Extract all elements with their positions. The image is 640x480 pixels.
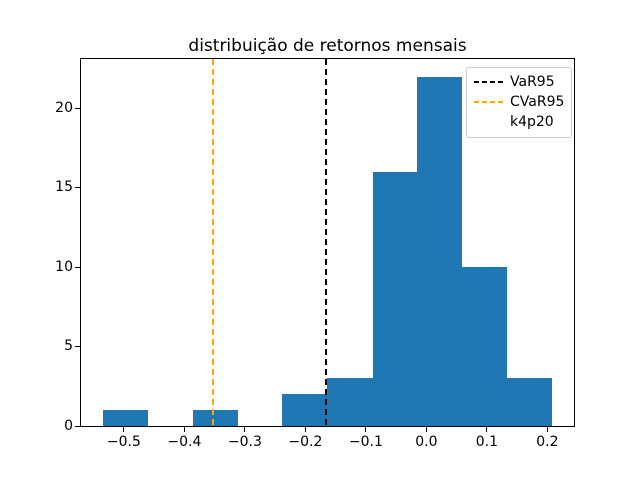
legend-entry-var95: VaR95: [474, 72, 564, 92]
x-tick-label: −0.5: [106, 434, 141, 450]
plot-area: VaR95 CVaR95 k4p20: [80, 58, 575, 427]
legend-entry-k4p20: k4p20: [474, 112, 564, 132]
y-tick-label: 0: [64, 417, 73, 434]
y-tick-mark: [75, 107, 80, 109]
x-tick-mark: [304, 427, 306, 432]
x-tick-mark: [183, 427, 185, 432]
histogram-bar: [417, 76, 463, 426]
y-tick-label: 10: [55, 258, 73, 275]
histogram-bar: [282, 394, 328, 426]
histogram-bar: [103, 410, 149, 426]
x-tick-label: 0.0: [415, 434, 438, 450]
legend: VaR95 CVaR95 k4p20: [466, 67, 572, 138]
legend-label-k4p20: k4p20: [510, 113, 554, 130]
histogram-bar: [327, 378, 373, 426]
x-tick-label: −0.3: [227, 434, 262, 450]
x-tick-mark: [365, 427, 367, 432]
y-tick-label: 20: [55, 99, 73, 116]
x-tick-mark: [123, 427, 125, 432]
cvar95-dashed-line-sample: [474, 101, 503, 103]
histogram-bar: [192, 410, 238, 426]
cvar95-line: [212, 59, 214, 426]
y-tick-mark: [75, 346, 80, 348]
empty-legend-handle: [474, 121, 503, 123]
x-tick-label: −0.2: [288, 434, 323, 450]
y-tick-mark: [75, 187, 80, 189]
x-tick-mark: [486, 427, 488, 432]
x-tick-label: −0.1: [348, 434, 383, 450]
legend-label-var95: VaR95: [510, 73, 555, 90]
chart-title: distribuição de retornos mensais: [188, 36, 467, 56]
var95-line: [325, 59, 327, 426]
legend-label-cvar95: CVaR95: [510, 93, 565, 110]
x-tick-mark: [244, 427, 246, 432]
legend-entry-cvar95: CVaR95: [474, 92, 564, 112]
y-tick-label: 15: [55, 179, 73, 196]
x-tick-label: 0.1: [475, 434, 499, 450]
histogram-bar: [462, 267, 507, 426]
y-tick-mark: [75, 266, 80, 268]
y-tick-mark: [75, 425, 80, 427]
x-tick-mark: [425, 427, 427, 432]
x-tick-label: 0.2: [536, 434, 559, 450]
histogram-bar: [506, 378, 552, 426]
y-tick-label: 5: [64, 338, 73, 355]
x-tick-mark: [546, 427, 548, 432]
x-tick-label: −0.4: [167, 434, 202, 450]
histogram-bar: [372, 171, 418, 426]
var95-dashed-line-sample: [474, 81, 503, 83]
